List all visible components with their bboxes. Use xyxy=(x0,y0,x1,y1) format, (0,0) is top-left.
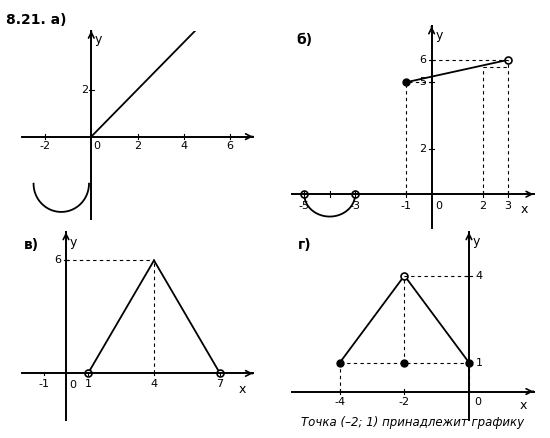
Text: x: x xyxy=(239,383,246,396)
Text: 2: 2 xyxy=(134,141,141,151)
Text: y: y xyxy=(95,33,102,46)
Text: -2: -2 xyxy=(40,141,51,151)
Text: 1: 1 xyxy=(475,357,482,367)
Text: 0: 0 xyxy=(436,201,442,211)
Text: 6: 6 xyxy=(420,55,426,65)
Text: y: y xyxy=(436,28,443,42)
Text: 0: 0 xyxy=(94,141,101,151)
Text: 6: 6 xyxy=(227,141,233,151)
Text: 6: 6 xyxy=(54,255,62,265)
Text: 5: 5 xyxy=(420,77,426,87)
Text: -1: -1 xyxy=(400,201,411,211)
Text: в): в) xyxy=(24,238,40,252)
Text: г): г) xyxy=(298,238,312,252)
Text: y: y xyxy=(69,236,76,249)
Text: -2: -2 xyxy=(399,397,410,407)
Text: -3: -3 xyxy=(350,201,361,211)
Text: -5: -5 xyxy=(299,201,310,211)
Text: 4: 4 xyxy=(180,141,187,151)
Text: 0: 0 xyxy=(69,380,76,390)
Text: 2: 2 xyxy=(479,201,486,211)
Text: 4: 4 xyxy=(151,379,157,389)
Text: 8.21. а): 8.21. а) xyxy=(6,13,66,27)
Text: Точка (–2; 1) принадлежит графику: Точка (–2; 1) принадлежит графику xyxy=(301,416,524,429)
Text: -1: -1 xyxy=(39,379,50,389)
Text: x: x xyxy=(521,203,529,216)
Text: б): б) xyxy=(296,33,313,47)
Text: y: y xyxy=(472,235,480,248)
Text: 1: 1 xyxy=(85,379,91,389)
Text: -4: -4 xyxy=(334,397,345,407)
Text: 7: 7 xyxy=(217,379,223,389)
Text: 2: 2 xyxy=(420,145,426,155)
Text: 2: 2 xyxy=(81,85,88,95)
Text: x: x xyxy=(520,399,527,412)
Text: 4: 4 xyxy=(475,271,482,281)
Text: 0: 0 xyxy=(474,397,481,407)
Text: 3: 3 xyxy=(504,201,512,211)
